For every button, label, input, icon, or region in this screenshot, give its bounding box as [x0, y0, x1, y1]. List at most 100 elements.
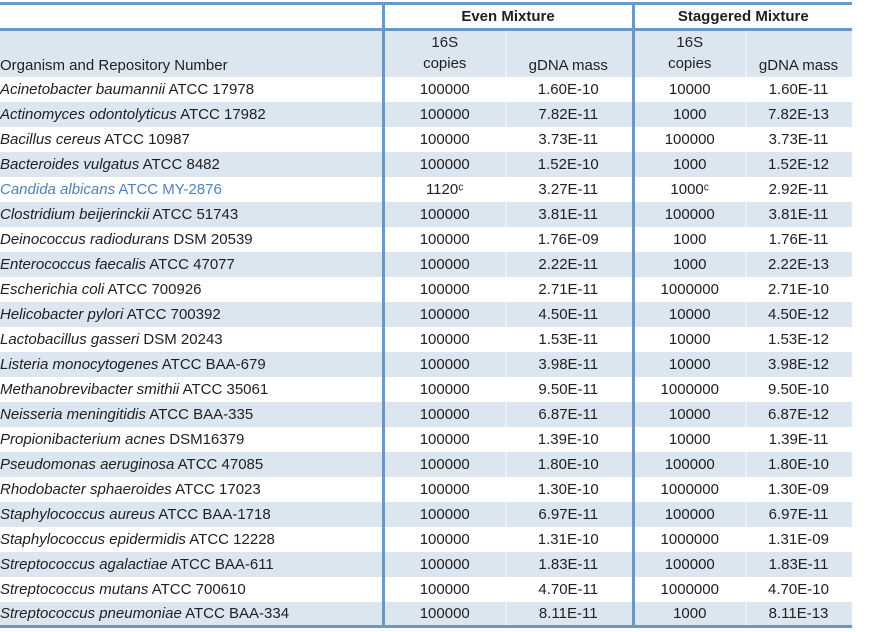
repository-number: ATCC BAA-679: [158, 355, 266, 373]
even-gdna-mass-cell: 3.81E-11: [505, 201, 633, 227]
even-gdna-mass-cell: 4.70E-11: [505, 577, 633, 602]
staggered-gdna-mass-cell: 2.92E-11: [745, 177, 852, 202]
even-16s-label: 16S: [431, 33, 459, 51]
even-16s-copies-cell: 100000: [381, 101, 505, 127]
organism-cell: Deinococcus radiodurans DSM 20539: [0, 227, 383, 252]
table-row: Candida albicans ATCC MY-2876 1120ᶜ 3.27…: [0, 176, 852, 202]
organism-cell: Candida albicans ATCC MY-2876: [0, 177, 383, 202]
even-gdna-mass-cell: 9.50E-11: [505, 377, 633, 402]
staggered-16s-copies-cell: 10000: [631, 351, 745, 377]
even-gdna-mass-cell: 1.30E-10: [505, 477, 633, 502]
repository-number: ATCC 47077: [145, 255, 235, 273]
staggered-16s-copies-header: 16S copies: [631, 29, 745, 77]
repository-number: ATCC BAA-335: [145, 405, 254, 423]
even-16s-copies-cell: 100000: [381, 526, 505, 552]
table-row: Actinomyces odontolyticus ATCC 17982 100…: [0, 101, 852, 127]
staggered-gdna-mass-cell: 1.39E-11: [745, 427, 852, 452]
even-16s-copies-cell: 100000: [381, 226, 505, 252]
even-gdna-mass-cell: 1.53E-11: [505, 327, 633, 352]
organism-name: Rhodobacter sphaeroides: [0, 480, 172, 498]
table-row: Streptococcus pneumoniae ATCC BAA-334 10…: [0, 601, 852, 627]
staggered-gdna-mass-cell: 8.11E-13: [745, 601, 852, 627]
organism-name: Neisseria meningitidis: [0, 405, 146, 423]
repository-number: ATCC BAA-1718: [155, 505, 271, 523]
organism-cell: Helicobacter pylori ATCC 700392: [0, 301, 383, 327]
organism-cell: Streptococcus pneumoniae ATCC BAA-334: [0, 601, 383, 627]
staggered-16s-copies-cell: 10000: [631, 401, 745, 427]
repository-number: ATCC 51743: [149, 205, 239, 223]
table-row: Rhodobacter sphaeroides ATCC 17023 10000…: [0, 476, 852, 502]
staggered-gdna-mass-cell: 1.76E-11: [745, 227, 852, 252]
organism-cell: Methanobrevibacter smithii ATCC 35061: [0, 377, 383, 402]
staggered-gdna-mass-cell: 9.50E-10: [745, 377, 852, 402]
repository-number: ATCC 8482: [139, 155, 220, 173]
mock-community-table: Even Mixture Staggered Mixture Organism …: [0, 2, 852, 628]
staggered-16s-copies-cell: 100000: [631, 551, 745, 577]
organism-name: Enterococcus faecalis: [0, 255, 146, 273]
staggered-16s-copies-cell: 1000000: [631, 376, 745, 402]
repository-number: ATCC BAA-334: [181, 604, 290, 622]
even-gdna-mass-cell: 3.27E-11: [505, 177, 633, 202]
even-16s-copies-cell: 100000: [381, 326, 505, 352]
table-row: Lactobacillus gasseri DSM 20243 100000 1…: [0, 326, 852, 352]
staggered-16s-copies-cell: 100000: [631, 126, 745, 152]
staggered-mixture-header: Staggered Mixture: [631, 3, 852, 31]
organism-name: Pseudomonas aeruginosa: [0, 455, 175, 473]
staggered-16s-copies-cell: 100000: [631, 201, 745, 227]
table-row: Neisseria meningitidis ATCC BAA-335 1000…: [0, 401, 852, 427]
repository-number: ATCC BAA-611: [167, 555, 274, 573]
table-row: Bacteroides vulgatus ATCC 8482 100000 1.…: [0, 151, 852, 177]
even-16s-copies-cell: 100000: [381, 126, 505, 152]
even-16s-copies-cell: 100000: [381, 251, 505, 277]
staggered-16s-copies-cell: 1000: [631, 101, 745, 127]
repository-number: DSM16379: [165, 430, 245, 448]
even-16s-copies-cell: 100000: [381, 401, 505, 427]
staggered-16s-copies-cell: 10000: [631, 326, 745, 352]
organism-cell: Listeria monocytogenes ATCC BAA-679: [0, 351, 383, 377]
repository-number: ATCC 17982: [176, 105, 266, 123]
staggered-gdna-mass-cell: 2.71E-10: [745, 277, 852, 302]
even-gdna-mass-cell: 4.50E-11: [505, 301, 633, 327]
repository-number: ATCC MY-2876: [115, 180, 222, 198]
even-gdna-mass-header: gDNA mass: [505, 29, 633, 77]
even-16s-copies-cell: 100000: [381, 376, 505, 402]
staggered-gdna-mass-cell: 1.30E-09: [745, 477, 852, 502]
even-gdna-mass-cell: 1.52E-10: [505, 151, 633, 177]
even-gdna-mass-cell: 1.39E-10: [505, 427, 633, 452]
even-16s-copies-cell: 100000: [381, 201, 505, 227]
table-row: Staphylococcus epidermidis ATCC 12228 10…: [0, 526, 852, 552]
even-16s-copies-cell: 100000: [381, 601, 505, 627]
repository-number: ATCC 700610: [148, 580, 246, 598]
repository-number: DSM 20243: [139, 330, 223, 348]
even-16s-copies-cell: 100000: [381, 476, 505, 502]
even-16s-copies-cell: 100000: [381, 76, 505, 102]
organism-name: Acinetobacter baumannii: [0, 80, 166, 98]
staggered-16s-copies-cell: 1000ᶜ: [631, 176, 745, 202]
table-row: Listeria monocytogenes ATCC BAA-679 1000…: [0, 351, 852, 377]
staggered-gdna-mass-cell: 3.73E-11: [745, 127, 852, 152]
organism-name: Helicobacter pylori: [0, 305, 124, 323]
even-16s-copies-cell: 100000: [381, 151, 505, 177]
organism-cell: Lactobacillus gasseri DSM 20243: [0, 327, 383, 352]
organism-cell: Neisseria meningitidis ATCC BAA-335: [0, 401, 383, 427]
table-row: Propionibacterium acnes DSM16379 100000 …: [0, 426, 852, 452]
staggered-gdna-mass-cell: 4.70E-10: [745, 577, 852, 602]
organism-name: Streptococcus mutans: [0, 580, 149, 598]
repository-number: ATCC 47085: [174, 455, 264, 473]
organism-cell: Streptococcus mutans ATCC 700610: [0, 577, 383, 602]
repository-number: ATCC 35061: [179, 380, 269, 398]
column-header-row: Organism and Repository Number 16S copie…: [0, 29, 852, 77]
staggered-16s-copies-cell: 10000: [631, 426, 745, 452]
organism-cell: Escherichia coli ATCC 700926: [0, 277, 383, 302]
table-row: Helicobacter pylori ATCC 700392 100000 4…: [0, 301, 852, 327]
even-16s-copies-cell: 1120ᶜ: [381, 176, 505, 202]
staggered-16s-copies-cell: 1000000: [631, 526, 745, 552]
repository-number: ATCC 700926: [104, 280, 202, 298]
organism-cell: Pseudomonas aeruginosa ATCC 47085: [0, 451, 383, 477]
staggered-16s-copies-cell: 10000: [631, 301, 745, 327]
table-row: Pseudomonas aeruginosa ATCC 47085 100000…: [0, 451, 852, 477]
even-16s-copies-cell: 100000: [381, 351, 505, 377]
organism-cell: Bacteroides vulgatus ATCC 8482: [0, 151, 383, 177]
table-row: Deinococcus radiodurans DSM 20539 100000…: [0, 226, 852, 252]
